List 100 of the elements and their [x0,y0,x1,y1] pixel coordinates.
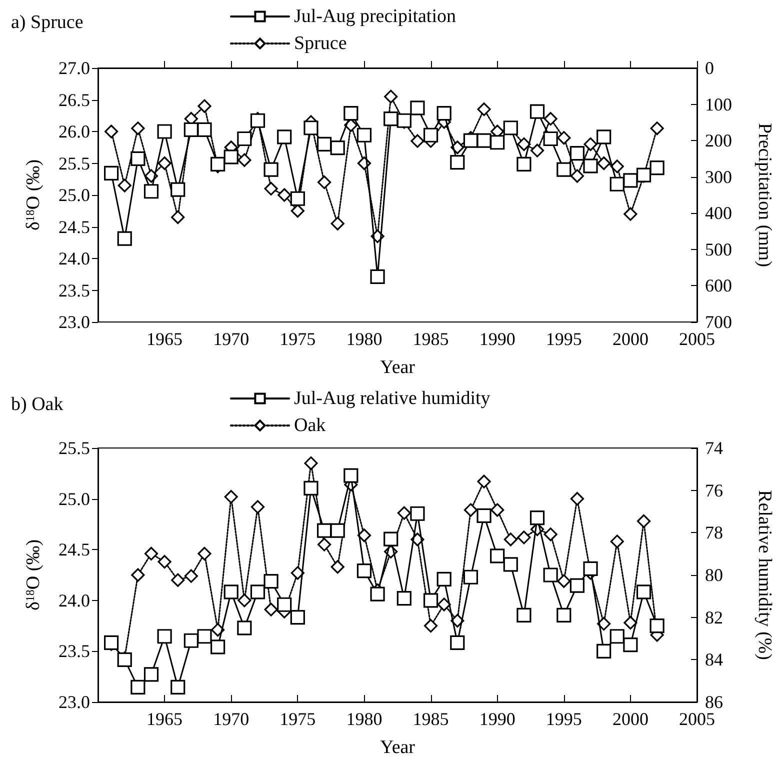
point [436,572,452,587]
y-tick-label: 23.0 [58,692,90,712]
chart-title: a) Spruce [11,12,84,33]
point [144,667,159,682]
point [570,169,584,183]
point [610,176,624,192]
point [597,616,611,631]
point [650,618,664,634]
x-tick-label: 2005 [679,329,715,349]
point [238,594,252,608]
point [384,90,398,104]
point [623,173,638,188]
point [238,153,252,167]
point [557,574,571,588]
point [144,546,158,560]
point [490,548,505,564]
y-tick-label: 24.5 [58,540,90,560]
point [171,210,185,224]
y-axis-title: δ18O (‰) [23,539,44,611]
y-tick-label: 23.5 [58,280,90,300]
point [290,204,304,218]
x-tick-label: 1975 [280,329,316,349]
point [543,131,558,146]
point [237,620,252,636]
point [503,557,518,572]
point [570,492,584,506]
point [290,566,304,580]
y2-tick-label: 84 [705,650,723,670]
point [504,532,518,546]
point [584,137,598,151]
point [423,593,438,608]
point [330,216,344,230]
point [264,182,278,196]
point [556,608,572,623]
legend-label: Jul-Aug precipitation [294,6,456,27]
y-axis-title: δ18O (‰) [23,159,44,231]
legend-label: Jul-Aug relative humidity [294,388,491,409]
x-tick-label: 1995 [546,709,582,729]
y-tick-label: 25.5 [58,153,90,174]
point [317,176,332,190]
point [464,503,478,517]
point [198,546,212,560]
point [158,554,172,569]
x-tick-label: 1980 [346,329,382,349]
point [490,503,504,517]
point [530,144,544,158]
point [290,610,305,625]
chart-title: b) Oak [11,394,64,415]
point [344,468,358,483]
y-tick-label: 25.0 [58,185,90,205]
point [170,680,186,694]
point [624,207,638,221]
y-tick-label: 24.0 [58,248,90,268]
y-tick-label: 25.5 [58,438,90,458]
y2-tick-label: 78 [705,522,723,543]
point [210,640,226,654]
y-tick-label: 23.5 [58,641,90,662]
point [304,456,318,470]
point [650,122,664,136]
point [250,500,265,514]
y2-tick-label: 86 [705,692,723,712]
point [624,616,638,630]
point [184,569,198,583]
point [198,99,212,113]
y2-tick-label: 200 [705,130,732,151]
point [131,122,145,136]
point [224,150,238,164]
point [424,619,438,633]
point [543,568,558,582]
point [171,573,185,587]
y2-tick-label: 100 [705,94,732,114]
point [264,574,278,589]
point [356,563,372,578]
point [570,578,584,593]
y-tick-label: 23.0 [58,312,90,332]
point [357,528,372,542]
point [118,178,132,192]
x-tick-label: 1990 [479,329,516,349]
point [144,184,159,199]
point [570,146,584,161]
point [304,120,318,136]
y-tick-label: 26.5 [58,90,90,110]
x-axis-title: Year [380,737,416,758]
point [264,602,278,616]
point [516,608,532,623]
y2-tick-label: 76 [705,480,723,500]
point [344,106,358,121]
point [596,130,612,144]
y2-tick-label: 700 [705,312,732,332]
point [370,269,385,284]
point [384,532,398,546]
point [211,623,225,637]
point [410,506,425,521]
point [130,151,146,166]
point [463,570,478,584]
point [516,156,532,172]
point [384,112,398,126]
y-tick-label: 27.0 [58,58,90,78]
point [610,534,624,548]
point [158,156,172,170]
